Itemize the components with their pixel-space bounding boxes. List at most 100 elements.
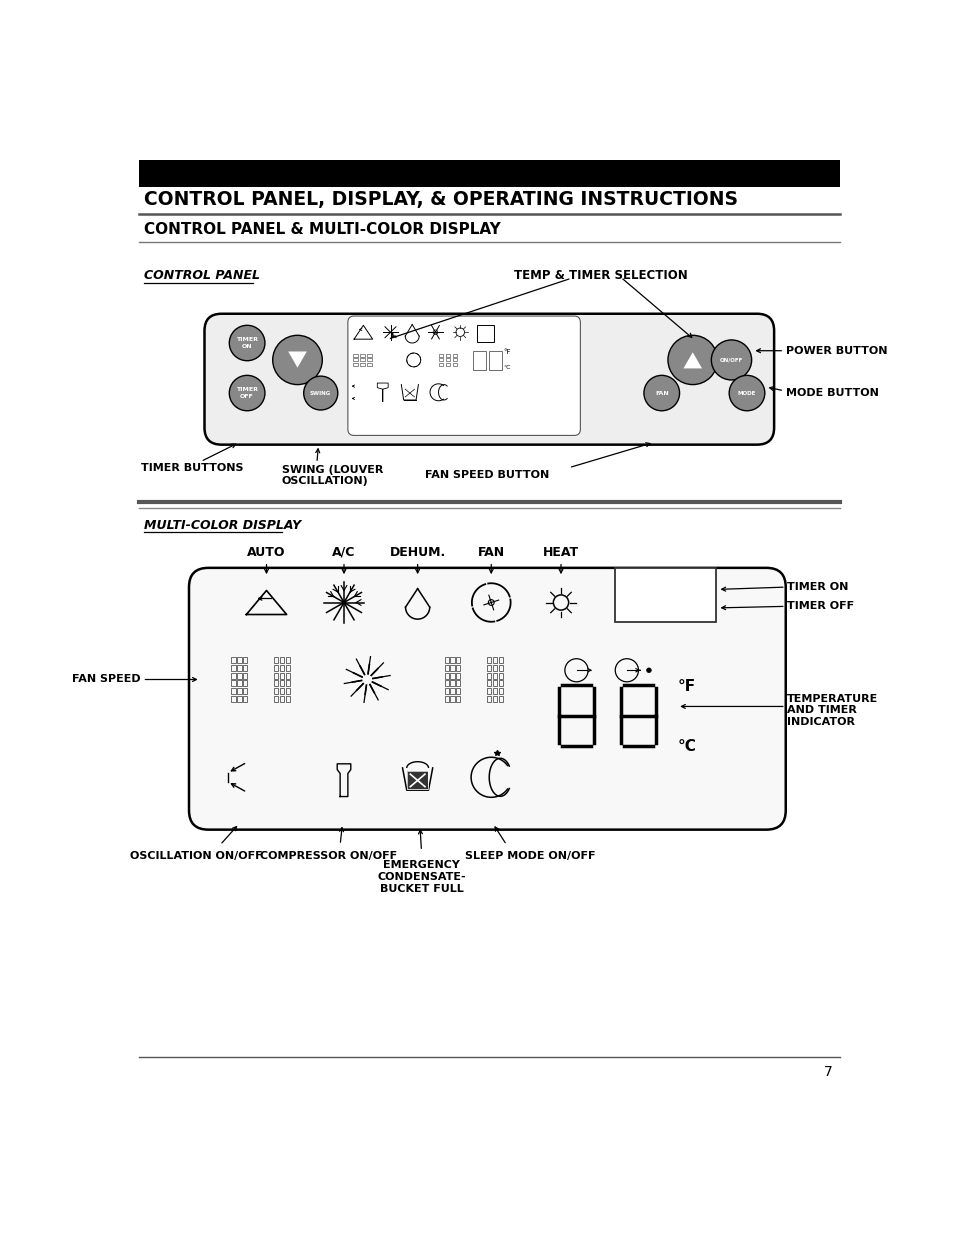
Text: TEMPERATURE
AND TIMER
INDICATOR: TEMPERATURE AND TIMER INDICATOR <box>786 694 878 727</box>
Bar <box>243 688 247 694</box>
Text: AUTO: AUTO <box>247 546 286 559</box>
Text: FAN SPEED: FAN SPEED <box>72 674 141 684</box>
Bar <box>232 666 235 671</box>
Bar <box>493 657 497 663</box>
Bar <box>360 358 365 362</box>
Bar <box>232 673 235 678</box>
Bar <box>285 673 290 678</box>
Text: CONTROL PANEL & MULTI-COLOR DISPLAY: CONTROL PANEL & MULTI-COLOR DISPLAY <box>144 221 500 237</box>
Bar <box>450 666 455 671</box>
Bar <box>498 657 502 663</box>
Bar <box>274 657 278 663</box>
Bar <box>450 657 455 663</box>
Circle shape <box>643 375 679 411</box>
Bar <box>444 680 448 687</box>
Text: DEHUM.: DEHUM. <box>389 546 445 559</box>
Bar <box>456 688 460 694</box>
Polygon shape <box>682 352 701 368</box>
Circle shape <box>229 325 265 361</box>
Bar <box>450 695 455 701</box>
Bar <box>450 673 455 678</box>
FancyBboxPatch shape <box>189 568 785 830</box>
Bar <box>444 688 448 694</box>
Bar <box>498 673 502 678</box>
Bar <box>498 695 502 701</box>
Bar <box>438 358 443 362</box>
Bar <box>452 358 456 362</box>
Text: °C: °C <box>677 739 696 755</box>
Text: OFF: OFF <box>240 394 253 399</box>
Bar <box>232 657 235 663</box>
FancyBboxPatch shape <box>348 316 579 436</box>
Bar <box>237 673 241 678</box>
Text: CONTROL PANEL: CONTROL PANEL <box>144 269 260 282</box>
Circle shape <box>667 336 717 384</box>
Bar <box>274 688 278 694</box>
Bar <box>456 673 460 678</box>
Bar <box>367 363 372 366</box>
Bar <box>237 695 241 701</box>
Text: TIMER OFF: TIMER OFF <box>786 601 854 611</box>
Bar <box>456 657 460 663</box>
Bar <box>274 680 278 687</box>
Bar <box>279 695 284 701</box>
Bar <box>243 666 247 671</box>
Bar <box>487 666 491 671</box>
Text: TIMER: TIMER <box>236 337 258 342</box>
Bar <box>493 695 497 701</box>
Bar <box>367 358 372 362</box>
Bar <box>237 680 241 687</box>
Text: 7: 7 <box>822 1066 831 1079</box>
FancyBboxPatch shape <box>204 314 773 445</box>
Bar <box>237 688 241 694</box>
Text: TIMER: TIMER <box>236 388 258 393</box>
Bar <box>243 657 247 663</box>
Bar <box>444 657 448 663</box>
Bar <box>456 680 460 687</box>
Bar <box>237 666 241 671</box>
Text: MULTI-COLOR DISPLAY: MULTI-COLOR DISPLAY <box>144 519 301 532</box>
Text: SWING: SWING <box>310 390 331 395</box>
Bar <box>367 353 372 357</box>
Text: COMPRESSOR ON/OFF: COMPRESSOR ON/OFF <box>259 851 396 861</box>
Circle shape <box>646 668 651 673</box>
Bar <box>488 351 501 370</box>
Bar <box>498 680 502 687</box>
Circle shape <box>303 377 337 410</box>
Text: FAN SPEED BUTTON: FAN SPEED BUTTON <box>425 471 549 480</box>
Bar <box>353 353 357 357</box>
Bar <box>360 353 365 357</box>
Bar <box>243 680 247 687</box>
Bar <box>493 673 497 678</box>
Bar <box>285 695 290 701</box>
Polygon shape <box>288 352 307 368</box>
Text: TEMP & TIMER SELECTION: TEMP & TIMER SELECTION <box>514 269 687 282</box>
Circle shape <box>229 375 265 411</box>
Text: FAN: FAN <box>477 546 504 559</box>
Circle shape <box>273 336 322 384</box>
Text: °F: °F <box>677 679 695 694</box>
Bar <box>445 353 450 357</box>
Bar <box>438 353 443 357</box>
Bar <box>243 695 247 701</box>
Text: FAN: FAN <box>654 390 668 395</box>
Bar <box>353 363 357 366</box>
Bar <box>279 666 284 671</box>
Text: TIMER ON: TIMER ON <box>786 582 848 592</box>
Bar <box>452 363 456 366</box>
Bar <box>487 680 491 687</box>
Bar <box>232 695 235 701</box>
Bar <box>138 159 840 186</box>
Bar <box>444 673 448 678</box>
Text: ON/OFF: ON/OFF <box>720 357 742 362</box>
Bar <box>285 657 290 663</box>
Bar <box>445 363 450 366</box>
Bar <box>438 363 443 366</box>
Bar <box>285 688 290 694</box>
Bar <box>487 688 491 694</box>
Bar <box>476 325 494 342</box>
Text: MODE BUTTON: MODE BUTTON <box>785 388 878 398</box>
Bar <box>274 695 278 701</box>
Text: °F: °F <box>503 350 511 356</box>
Text: EMERGENCY
CONDENSATE-
BUCKET FULL: EMERGENCY CONDENSATE- BUCKET FULL <box>376 861 465 894</box>
